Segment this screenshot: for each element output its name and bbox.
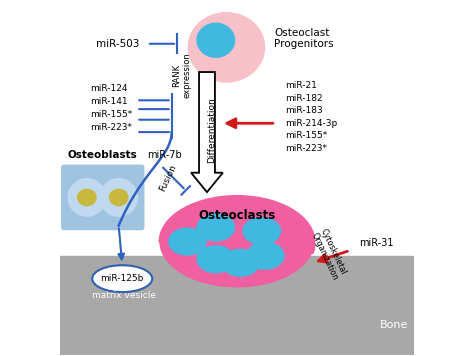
Text: miR-125b: miR-125b [100, 274, 144, 283]
Text: RANK
expression: RANK expression [173, 53, 192, 98]
Ellipse shape [188, 12, 265, 83]
Ellipse shape [159, 196, 315, 288]
Text: miR-503: miR-503 [96, 39, 139, 49]
Ellipse shape [196, 22, 235, 58]
Text: Osteoblasts: Osteoblasts [67, 150, 137, 160]
Text: Fusion: Fusion [158, 163, 178, 193]
Ellipse shape [92, 265, 152, 292]
Text: miR-31: miR-31 [359, 239, 393, 248]
FancyBboxPatch shape [61, 164, 145, 230]
Text: Differentiation: Differentiation [207, 98, 216, 163]
Ellipse shape [196, 245, 235, 273]
Text: Osteoclasts: Osteoclasts [199, 209, 275, 221]
Ellipse shape [171, 242, 303, 273]
Ellipse shape [99, 178, 138, 217]
Ellipse shape [221, 248, 260, 277]
Ellipse shape [77, 189, 97, 206]
Text: miR-21
miR-182
miR-183
miR-214-3p
miR-155*
miR-223*: miR-21 miR-182 miR-183 miR-214-3p miR-15… [285, 82, 337, 153]
Ellipse shape [109, 189, 128, 206]
Polygon shape [159, 196, 315, 273]
Ellipse shape [246, 242, 285, 270]
Ellipse shape [168, 227, 207, 256]
Ellipse shape [196, 213, 235, 242]
Ellipse shape [67, 178, 106, 217]
Text: miR-7b: miR-7b [147, 150, 182, 160]
Text: miR-124
miR-141
miR-155*
miR-223*: miR-124 miR-141 miR-155* miR-223* [91, 84, 133, 132]
Text: matrix vesicle: matrix vesicle [92, 291, 156, 300]
Text: Cytoskeletal
Organization: Cytoskeletal Organization [309, 226, 348, 282]
Text: Osteoclast
Progenitors: Osteoclast Progenitors [274, 28, 334, 49]
Bar [60, 256, 414, 355]
FancyArrow shape [191, 72, 223, 192]
Ellipse shape [242, 217, 281, 245]
Text: Bone: Bone [380, 320, 409, 330]
Text: secrete: secrete [87, 235, 120, 244]
